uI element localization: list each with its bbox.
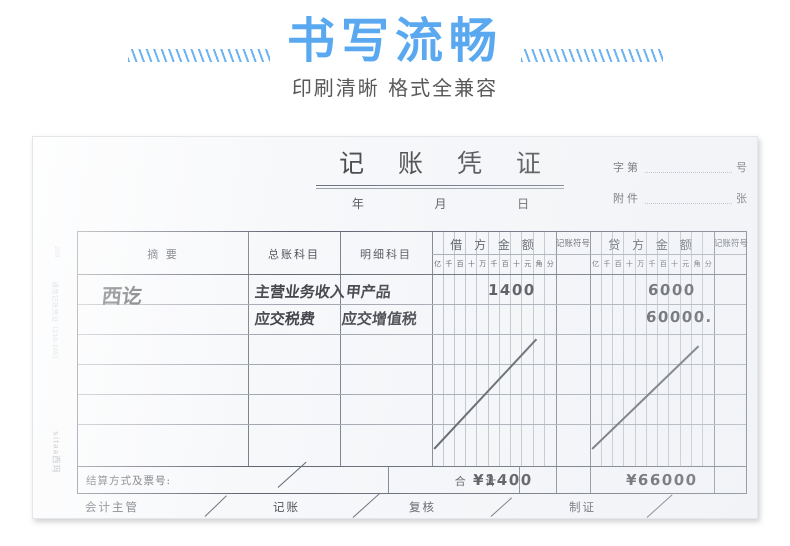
voucher-number-row: 字第 号 [613,159,748,175]
spine-code: 208 [53,246,59,258]
digit-unit-亿: 亿 [434,260,442,268]
digit-unit-百: 百 [456,260,464,268]
settle-div-3 [556,467,557,493]
debit-total-handwriting: ¥1400 [472,471,534,489]
digit-unit-十: 十 [625,260,633,268]
digit-unit-亿: 亿 [592,260,600,268]
signature-slash-2[interactable] [352,493,381,519]
hatch-stripes-right-icon [521,49,663,62]
paper-spine: 208 通用记账凭证（210-105） sitaa西玛 [43,137,69,520]
row-2-credit-handwriting: 60000. [645,308,714,326]
digit-unit-千: 千 [648,260,656,268]
credit-total-handwriting: ¥66000 [625,471,699,489]
row-2-subsidiary-handwriting: 应交增值税 [341,310,418,328]
debit-digit-units: 亿千百十万千百十元角分 [432,258,556,271]
digit-unit-元: 元 [682,260,690,268]
signature-label-reviewer: 复核 [409,500,436,514]
amt-header-split [432,254,746,255]
attachment-unit: 张 [736,192,748,205]
digit-unit-分: 分 [704,260,712,268]
attachment-label: 附件 [613,192,641,205]
voucher-number-input[interactable] [645,172,732,173]
header-subsidiary-ledger: 明细科目 [360,248,412,261]
row-rule-5 [78,424,746,425]
settlement-row: 结算方式及票号: 合 计 ¥1400 ¥66000 [77,461,747,494]
settle-div-4 [590,467,591,493]
settle-div-1 [388,467,389,493]
spine-product-name: 通用记账凭证（210-105） [51,281,58,363]
col-div-debit [556,232,557,466]
signature-row: 会计主管 记账 复核 制证 [77,493,747,519]
row-rule-1 [78,304,746,305]
attachment-count-row: 附件 张 [613,190,748,206]
header-credit-amount: 贷 方 金 额 [608,238,696,252]
digit-unit-十: 十 [670,260,678,268]
date-day-label: 日 [517,197,531,211]
promo-banner: 书写流畅 印刷清晰 格式全兼容 [0,0,790,122]
settle-div-5 [714,467,715,493]
col-div-summary [248,232,249,466]
date-year-label: 年 [351,197,365,211]
voucher-number-unit: 号 [736,161,748,174]
digit-unit-千: 千 [490,260,498,268]
digit-unit-十: 十 [512,260,520,268]
digit-unit-角: 角 [535,260,543,268]
digit-unit-角: 角 [693,260,701,268]
signature-label-bookkeeper: 记账 [273,500,300,514]
row-1-summary-handwriting: 西讫 [100,284,144,308]
voucher-date-line: 年 月 日 [317,195,565,212]
col-div-credit [714,232,715,466]
row-1-general-handwriting: 主营业务收入 [254,283,346,301]
header-general-ledger: 总账科目 [268,248,320,261]
signature-slash-4[interactable] [646,494,673,519]
header-debit-amount: 借 方 金 额 [450,238,538,252]
digit-unit-万: 万 [479,260,487,268]
signature-label-chief-accountant: 会计主管 [85,500,139,514]
col-div-general [340,232,341,466]
attachment-input[interactable] [645,203,732,204]
voucher-table: 摘 要 总账科目 明细科目 借 方 金 额 记账符号 贷 方 金 额 记账符号 … [77,231,749,467]
signature-label-preparer: 制证 [569,500,596,514]
date-month-label: 月 [434,197,448,211]
digit-unit-百: 百 [501,260,509,268]
spine-brand: sitaa西玛 [51,431,61,474]
voucher-number-label: 字第 [613,161,641,174]
banner-subtitle: 印刷清晰 格式全兼容 [291,76,499,100]
digit-unit-百: 百 [614,260,622,268]
credit-digit-units: 亿千百十万千百十元角分 [590,258,714,271]
row-1-debit-handwriting: 1400 [487,281,537,299]
voucher-paper: 208 通用记账凭证（210-105） sitaa西玛 记 账 凭 证 年 月 … [32,136,758,519]
voucher-title: 记 账 凭 证 [339,149,554,178]
hatch-stripes-left-icon [128,49,270,62]
header-summary: 摘 要 [147,248,179,261]
settlement-method-label: 结算方式及票号: [86,475,172,487]
signature-slash-3[interactable] [490,497,513,518]
digit-unit-万: 万 [637,260,645,268]
voucher-meta: 字第 号 附件 张 [613,159,748,221]
digit-unit-千: 千 [603,260,611,268]
digit-unit-分: 分 [546,260,554,268]
voucher-title-rule [316,185,564,189]
digit-unit-十: 十 [467,260,475,268]
row-2-general-handwriting: 应交税费 [254,310,316,328]
row-1-credit-handwriting: 6000 [647,281,697,299]
row-1-subsidiary-handwriting: 甲产品 [345,283,392,301]
header-posting-mark-2: 记账符号 [714,239,749,249]
row-rule-3 [78,364,746,365]
header-posting-mark-1: 记账符号 [556,239,591,249]
digit-unit-元: 元 [524,260,532,268]
signature-slash-1[interactable] [204,495,227,518]
banner-title: 书写流畅 [286,13,503,69]
row-rule-2 [78,334,746,335]
header-bottom-rule [78,274,746,275]
digit-unit-千: 千 [445,260,453,268]
digit-unit-百: 百 [659,260,667,268]
